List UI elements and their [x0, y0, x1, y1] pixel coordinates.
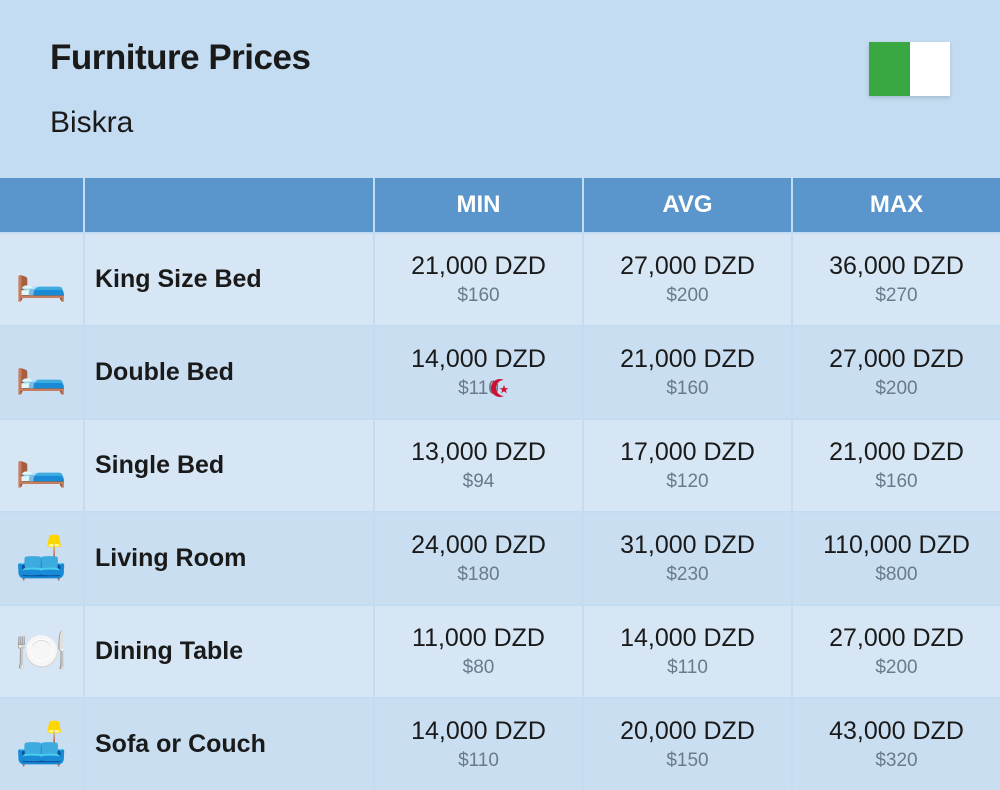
max-price-cell: 43,000 DZD $320	[791, 699, 1000, 790]
min-price-cell: 14,000 DZD$110	[373, 327, 582, 418]
furniture-name: Double Bed	[83, 327, 373, 418]
table-row: 🍽️Dining Table 11,000 DZD $80 14,000 DZD $11…	[0, 604, 1000, 697]
min-price-cell: 21,000 DZD $160	[373, 234, 582, 325]
min-price-cell: 14,000 DZD $110	[373, 699, 582, 790]
max-price-cell: 27,000 DZD $200	[791, 327, 1000, 418]
furniture-icon: 🍽️	[0, 606, 83, 697]
avg-price-cell: 14,000 DZD $110	[582, 606, 791, 697]
price-dzd: 21,000 DZD	[411, 252, 546, 281]
table-body: 🛏️King Size Bed21,000 DZD$16027,000 DZD$…	[0, 232, 1000, 790]
table-row: 🛋️Living Room 24,000 DZD $180 31,000 DZD $23…	[0, 511, 1000, 604]
price-usd: $160	[666, 378, 708, 400]
table-header-row: MIN AVG MAX	[0, 178, 1000, 232]
price-usd: $160	[875, 471, 917, 493]
page-subtitle: Biskra	[50, 106, 869, 140]
flag-algeria	[869, 42, 950, 96]
min-price-cell: 13,000 DZD $94	[373, 420, 582, 511]
flag-right-stripe	[910, 42, 951, 96]
price-dzd: 43,000 DZD	[829, 717, 964, 746]
price-dzd: 27,000 DZD	[829, 345, 964, 374]
avg-price-cell: 27,000 DZD $200	[582, 234, 791, 325]
price-usd: $270	[875, 285, 917, 307]
min-price-cell: 24,000 DZD $180	[373, 513, 582, 604]
price-dzd: 21,000 DZD	[620, 345, 755, 374]
th-name	[83, 178, 373, 232]
page-title: Furniture Prices	[50, 38, 869, 78]
avg-price-cell: 17,000 DZD $120	[582, 420, 791, 511]
avg-price-cell: 21,000 DZD $160	[582, 327, 791, 418]
th-avg: AVG	[582, 178, 791, 232]
price-usd: $160	[457, 285, 499, 307]
price-dzd: 24,000 DZD	[411, 531, 546, 560]
price-usd: $120	[666, 471, 708, 493]
avg-price-cell: 20,000 DZD $150	[582, 699, 791, 790]
furniture-icon: 🛏️	[0, 420, 83, 511]
furniture-name: King Size Bed	[83, 234, 373, 325]
price-dzd: 17,000 DZD	[620, 438, 755, 467]
th-min: MIN	[373, 178, 582, 232]
price-usd: $200	[875, 378, 917, 400]
price-usd: $94	[463, 471, 495, 493]
max-price-cell: 36,000 DZD $270	[791, 234, 1000, 325]
furniture-icon: 🛋️	[0, 513, 83, 604]
max-price-cell: 110,000 DZD $800	[791, 513, 1000, 604]
furniture-icon: 🛏️	[0, 234, 83, 325]
price-usd: $230	[666, 564, 708, 586]
price-dzd: 11,000 DZD	[412, 624, 545, 653]
price-dzd: 27,000 DZD	[829, 624, 964, 653]
th-icon	[0, 178, 83, 232]
table-row: 🛏️King Size Bed 21,000 DZD $160 27,000 DZD $…	[0, 232, 1000, 325]
furniture-icon: 🛏️	[0, 327, 83, 418]
price-dzd: 13,000 DZD	[411, 438, 546, 467]
price-table: MIN AVG MAX 🛏️King Size Bed21,000 DZD$16…	[0, 178, 1000, 790]
flag-emblem-icon	[486, 374, 514, 402]
price-dzd: 27,000 DZD	[620, 252, 755, 281]
price-dzd: 20,000 DZD	[620, 717, 755, 746]
price-dzd: 31,000 DZD	[620, 531, 755, 560]
price-usd: $180	[457, 564, 499, 586]
price-dzd: 14,000 DZD	[411, 717, 546, 746]
min-price-cell: 11,000 DZD $80	[373, 606, 582, 697]
price-dzd: 21,000 DZD	[829, 438, 964, 467]
table-row: 🛏️Single Bed 13,000 DZD $94 17,000 DZD $120 2…	[0, 418, 1000, 511]
price-usd: $150	[666, 750, 708, 772]
title-block: Furniture Prices Biskra	[50, 38, 869, 140]
furniture-name: Sofa or Couch	[83, 699, 373, 790]
price-dzd: 14,000 DZD	[411, 345, 546, 374]
table-row: 🛏️Double Bed14,000 DZD$110 21,000 DZD $160…	[0, 325, 1000, 418]
flag-left-stripe	[869, 42, 910, 96]
price-dzd: 36,000 DZD	[829, 252, 964, 281]
price-dzd: 14,000 DZD	[620, 624, 755, 653]
price-dzd: 110,000 DZD	[823, 531, 970, 560]
price-usd: $110	[667, 657, 708, 679]
max-price-cell: 27,000 DZD $200	[791, 606, 1000, 697]
furniture-name: Single Bed	[83, 420, 373, 511]
furniture-name: Dining Table	[83, 606, 373, 697]
price-usd: $110	[458, 750, 499, 772]
max-price-cell: 21,000 DZD $160	[791, 420, 1000, 511]
price-usd: $80	[463, 657, 495, 679]
header: Furniture Prices Biskra	[0, 0, 1000, 160]
price-usd: $200	[666, 285, 708, 307]
avg-price-cell: 31,000 DZD $230	[582, 513, 791, 604]
th-max: MAX	[791, 178, 1000, 232]
price-usd: $800	[875, 564, 917, 586]
price-usd: $200	[875, 657, 917, 679]
table-row: 🛋️Sofa or Couch 14,000 DZD $110 20,000 DZD $…	[0, 697, 1000, 790]
price-usd: $320	[875, 750, 917, 772]
furniture-name: Living Room	[83, 513, 373, 604]
furniture-icon: 🛋️	[0, 699, 83, 790]
